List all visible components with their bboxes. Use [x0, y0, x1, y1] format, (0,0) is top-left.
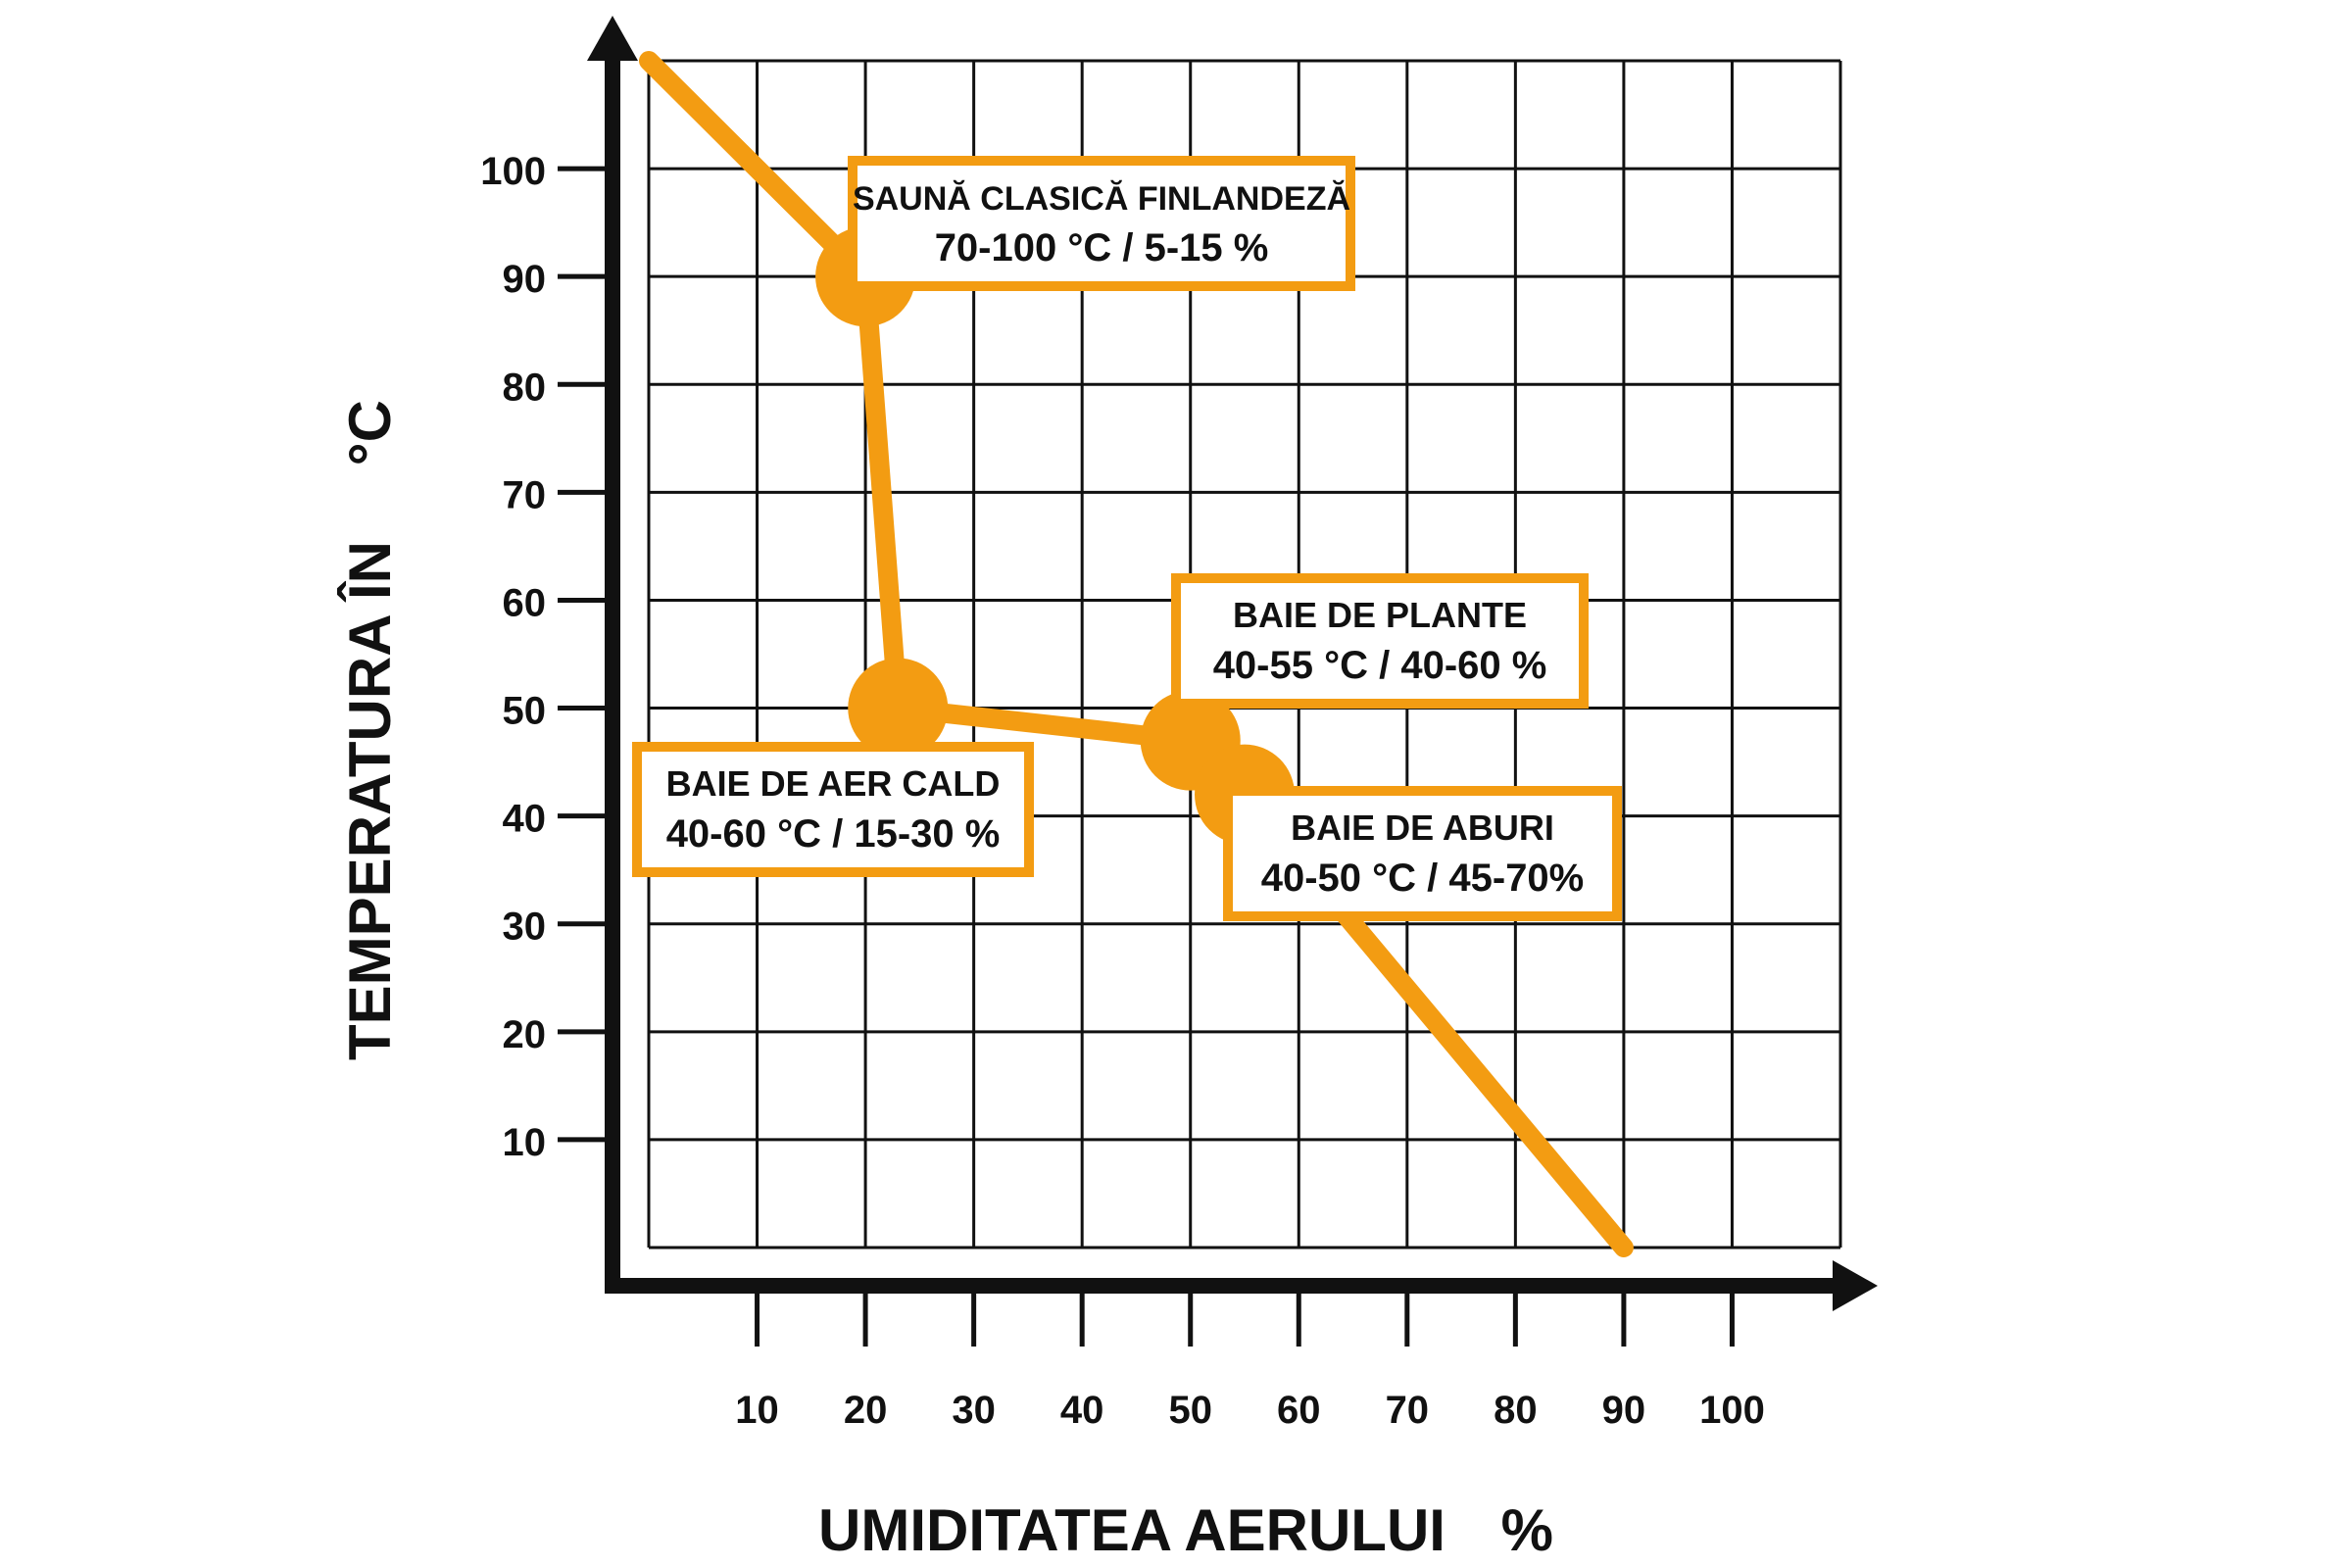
- x-tick-label-80: 80: [1494, 1389, 1538, 1432]
- axes: [587, 16, 1878, 1311]
- annotation-border-3: [1223, 786, 1622, 921]
- ticks: 10 20 30 40 50 60 70 80 90 100 10 20 30 40 50 60 70 80 90 1…: [480, 150, 1765, 1432]
- x-tick-label-90: 90: [1602, 1389, 1646, 1432]
- annotation-name-1: BAIE DE PLANTE: [1233, 595, 1527, 635]
- x-tick-label-100: 100: [1699, 1389, 1765, 1432]
- x-axis-title: UMIDITATEA AERULUI %: [818, 1497, 1553, 1563]
- annotations: SAUNĂ CLASICĂ FINLANDEZĂ 70-100 °C / 5-15…: [632, 156, 1622, 921]
- y-tick-label-80: 80: [503, 366, 547, 409]
- annotation-range-3: 40-50 °C / 45-70%: [1261, 857, 1585, 900]
- x-axis-arrow: [1833, 1260, 1878, 1311]
- annotation-box-3: BAIE DE ABURI 40-50 °C / 45-70%: [1223, 786, 1622, 921]
- annotation-border-1: [1171, 573, 1589, 709]
- annotation-border-0: [848, 156, 1355, 291]
- y-tick-label-60: 60: [503, 581, 547, 624]
- y-axis-arrow: [587, 16, 638, 61]
- x-axis-unit: %: [1501, 1497, 1553, 1563]
- x-axis-label: UMIDITATEA AERULUI: [818, 1497, 1446, 1563]
- x-tick-label-40: 40: [1060, 1389, 1104, 1432]
- y-tick-label-90: 90: [503, 258, 547, 301]
- x-tick-label-20: 20: [844, 1389, 888, 1432]
- y-tick-label-20: 20: [503, 1013, 547, 1056]
- y-tick-label-50: 50: [503, 690, 547, 733]
- data-point-1: [848, 658, 949, 759]
- annotation-name-2: BAIE DE AER CALD: [666, 763, 1001, 804]
- y-axis-unit: °C: [337, 400, 403, 466]
- annotation-box-1: BAIE DE PLANTE 40-55 °C / 40-60 %: [1171, 573, 1589, 709]
- annotation-box-2: BAIE DE AER CALD 40-60 °C / 15-30 %: [632, 742, 1034, 877]
- x-tick-label-10: 10: [735, 1389, 779, 1432]
- annotation-name-3: BAIE DE ABURI: [1291, 808, 1554, 848]
- y-axis-label: TEMPERATURA ÎN: [337, 541, 403, 1060]
- annotation-box-0: SAUNĂ CLASICĂ FINLANDEZĂ 70-100 °C / 5-15…: [848, 156, 1355, 291]
- x-tick-label-50: 50: [1168, 1389, 1212, 1432]
- x-tick-label-70: 70: [1386, 1389, 1430, 1432]
- x-tick-label-30: 30: [952, 1389, 996, 1432]
- annotation-range-1: 40-55 °C / 40-60 %: [1213, 644, 1547, 687]
- y-tick-label-10: 10: [503, 1121, 547, 1164]
- annotation-name-0: SAUNĂ CLASICĂ FINLANDEZĂ: [853, 180, 1350, 218]
- y-tick-label-30: 30: [503, 906, 547, 949]
- y-tick-label-70: 70: [503, 473, 547, 516]
- annotation-border-2: [632, 742, 1034, 877]
- x-tick-label-60: 60: [1277, 1389, 1321, 1432]
- annotation-range-0: 70-100 °C / 5-15 %: [935, 226, 1269, 270]
- y-tick-label-100: 100: [480, 150, 546, 193]
- y-axis-title: TEMPERATURA ÎN °C: [337, 400, 403, 1060]
- y-tick-label-40: 40: [503, 798, 547, 841]
- annotation-range-2: 40-60 °C / 15-30 %: [666, 812, 1001, 856]
